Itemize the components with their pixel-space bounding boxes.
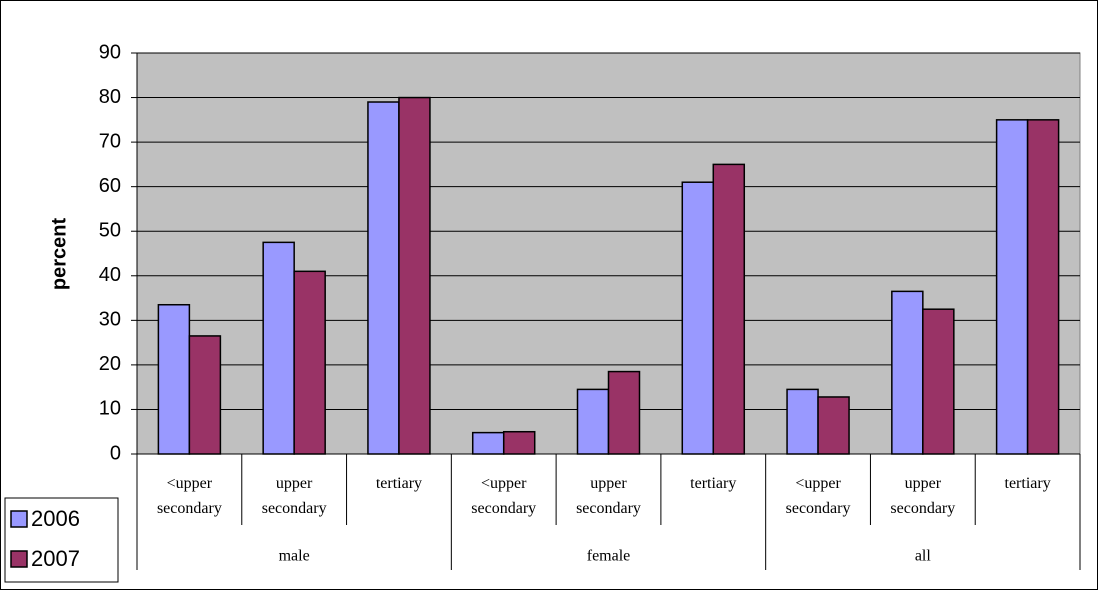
- y-tick-label: 40: [99, 264, 121, 286]
- x-tick-label: upper secondary: [890, 475, 956, 517]
- bar: [995, 119, 1029, 455]
- legend-swatch: [10, 510, 28, 528]
- bar: [471, 431, 505, 455]
- x-tick-label: upper secondary: [261, 475, 327, 517]
- legend-label: 2007: [31, 546, 80, 571]
- y-tick-label: 90: [99, 41, 121, 63]
- bar: [262, 241, 295, 455]
- y-tick-label: 60: [99, 175, 121, 197]
- bar: [576, 388, 610, 455]
- y-axis-label: percent: [48, 218, 70, 291]
- y-tick-label: 70: [99, 130, 121, 152]
- x-tick-label: <upper secondary: [785, 475, 851, 517]
- bar: [891, 290, 924, 455]
- x-tick-label: tertiary: [1004, 475, 1051, 492]
- y-tick-label: 20: [99, 353, 121, 375]
- x-tick-label: <upper secondary: [471, 475, 537, 517]
- y-tick-label: 10: [99, 398, 121, 420]
- bar: [817, 396, 850, 455]
- bar: [188, 335, 222, 455]
- bar: [293, 270, 326, 455]
- y-tick-label: 30: [99, 309, 121, 331]
- bar: [681, 181, 715, 455]
- group-label: female: [587, 548, 631, 565]
- bar: [502, 430, 536, 455]
- x-tick-label: tertiary: [690, 475, 737, 492]
- bar: [1026, 119, 1060, 455]
- group-label: all: [915, 548, 932, 565]
- y-tick-label: 0: [110, 442, 121, 464]
- x-tick-label: tertiary: [375, 475, 423, 492]
- bar: [157, 303, 191, 455]
- x-tick-label: upper secondary: [576, 475, 641, 517]
- bar: [712, 163, 746, 455]
- bar: [922, 308, 955, 455]
- y-tick-label: 50: [99, 220, 121, 242]
- legend-label: 2006: [31, 506, 80, 531]
- y-tick-label: 80: [99, 86, 121, 108]
- bar: [398, 96, 431, 455]
- bar: [607, 370, 641, 455]
- legend-swatch: [10, 550, 28, 568]
- group-label: male: [279, 548, 310, 565]
- bar: [786, 388, 819, 455]
- x-tick-label: <upper secondary: [156, 475, 222, 517]
- bar: [367, 101, 400, 455]
